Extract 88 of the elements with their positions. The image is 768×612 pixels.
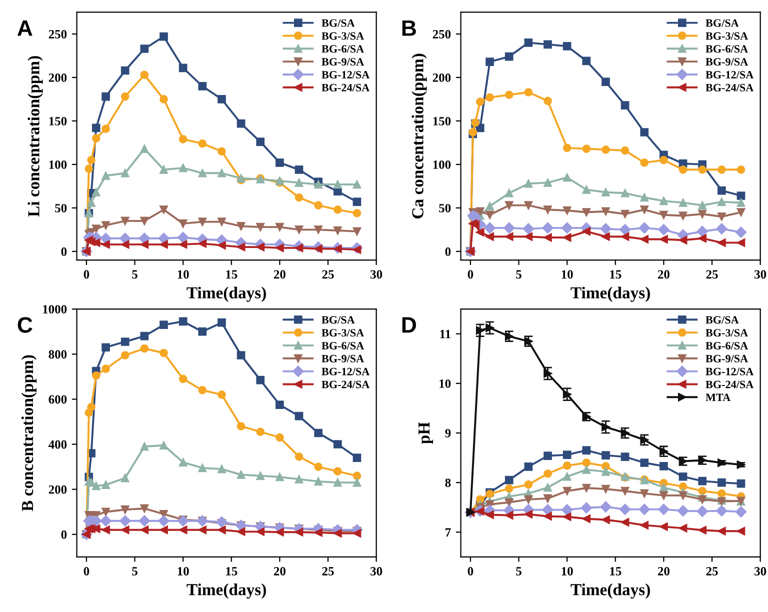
x-tick-label: 20 — [658, 270, 670, 279]
y-tick-label: 600 — [48, 395, 67, 404]
legend-label: BG/SA — [322, 316, 355, 324]
x-tick-label: 0 — [84, 567, 90, 576]
x-tick-label: 0 — [468, 270, 474, 279]
y-tick-label: 9 — [445, 429, 451, 438]
x-tick-label: 15 — [226, 270, 238, 279]
y-tick-label: 0 — [445, 247, 451, 256]
x-tick-label: 15 — [610, 567, 622, 576]
chart-title: D — [402, 317, 416, 333]
legend-label: BG-9/SA — [706, 58, 748, 66]
y-axis-title: pH — [418, 422, 434, 444]
legend-label: BG-9/SA — [322, 58, 364, 66]
legend-label: BG-6/SA — [706, 45, 748, 53]
x-tick-label: 10 — [178, 567, 189, 576]
legend-label: BG/SA — [706, 19, 739, 27]
x-tick-label: 15 — [226, 567, 238, 576]
y-tick-label: 150 — [433, 116, 451, 126]
y-tick-label: 250 — [432, 30, 451, 38]
x-tick-label: 0 — [84, 270, 90, 279]
x-tick-label: 15 — [610, 270, 622, 279]
legend-label: BG-6/SA — [706, 342, 748, 350]
y-tick-label: 100 — [433, 160, 451, 169]
x-tick-label: 25 — [322, 567, 334, 576]
legend-label: BG-24/SA — [706, 84, 754, 92]
y-axis-title: Ca concentration(ppm) — [412, 54, 427, 218]
chart-title: A — [17, 20, 32, 36]
legend-label: BG-3/SA — [706, 32, 748, 40]
x-tick-label: 30 — [370, 567, 382, 576]
legend-label: BG-12/SA — [706, 71, 754, 78]
legend-label: BG-12/SA — [322, 71, 370, 78]
x-tick-label: 10 — [178, 270, 189, 279]
y-tick-label: 8 — [445, 478, 451, 488]
y-tick-label: 200 — [432, 73, 451, 82]
x-axis-title: Time(days) — [570, 286, 650, 302]
y-tick-label: 100 — [49, 160, 67, 169]
x-tick-label: 10 — [562, 270, 573, 279]
x-tick-label: 25 — [706, 270, 718, 279]
y-tick-label: 50 — [439, 204, 451, 212]
legend-label: BG-9/SA — [322, 354, 364, 362]
y-tick-label: 400 — [48, 440, 67, 449]
y-axis-title: Li concentration(ppm) — [28, 56, 43, 217]
legend-label: BG/SA — [706, 316, 739, 324]
x-tick-label: 20 — [658, 567, 670, 576]
y-tick-label: 200 — [48, 485, 67, 494]
legend-label: BG-12/SA — [706, 368, 754, 376]
x-axis-title: Time(days) — [570, 584, 650, 599]
y-tick-label: 0 — [61, 530, 67, 539]
y-tick-label: 7 — [446, 528, 451, 536]
x-tick-label: 30 — [754, 270, 766, 279]
legend-label: BG-3/SA — [322, 32, 364, 40]
x-axis-title: Time(days) — [186, 286, 266, 302]
x-tick-label: 10 — [562, 567, 573, 576]
y-tick-label: 200 — [48, 73, 67, 82]
x-tick-label: 25 — [322, 270, 334, 279]
y-tick-label: 1000 — [43, 305, 67, 314]
x-tick-label: 5 — [516, 567, 522, 576]
legend-label: BG-24/SA — [322, 380, 370, 388]
legend-label: BG-9/SA — [706, 354, 748, 362]
y-tick-label: 150 — [49, 116, 67, 126]
legend-label: BG-24/SA — [322, 84, 370, 92]
x-tick-label: 20 — [274, 270, 286, 279]
x-axis-title: Time(days) — [186, 584, 266, 599]
y-tick-label: 800 — [48, 350, 67, 359]
x-tick-label: 0 — [468, 567, 474, 576]
legend-label: BG-3/SA — [322, 329, 364, 337]
legend-label: BG-24/SA — [706, 380, 754, 388]
legend-label: BG/SA — [322, 19, 355, 27]
y-tick-label: 0 — [61, 247, 67, 256]
x-tick-label: 5 — [516, 270, 522, 279]
x-tick-label: 5 — [132, 270, 138, 279]
x-tick-label: 30 — [370, 270, 382, 279]
legend-label: BG-6/SA — [322, 342, 364, 350]
legend-label: BG-12/SA — [322, 368, 370, 376]
y-tick-label: 10 — [440, 379, 451, 388]
chart-title: C — [18, 317, 32, 333]
x-tick-label: 30 — [754, 567, 766, 576]
y-axis-title: B concentration(ppm) — [21, 355, 37, 512]
legend-label: BG-6/SA — [322, 45, 364, 53]
legend-label: MTA — [706, 394, 731, 402]
x-tick-label: 25 — [706, 567, 718, 576]
y-tick-label: 250 — [48, 30, 67, 38]
x-tick-label: 20 — [274, 567, 286, 576]
chart-title: B — [402, 20, 416, 36]
x-tick-label: 5 — [132, 567, 138, 576]
legend-label: BG-3/SA — [706, 329, 748, 337]
y-tick-label: 11 — [440, 330, 450, 338]
y-tick-label: 50 — [55, 204, 67, 212]
